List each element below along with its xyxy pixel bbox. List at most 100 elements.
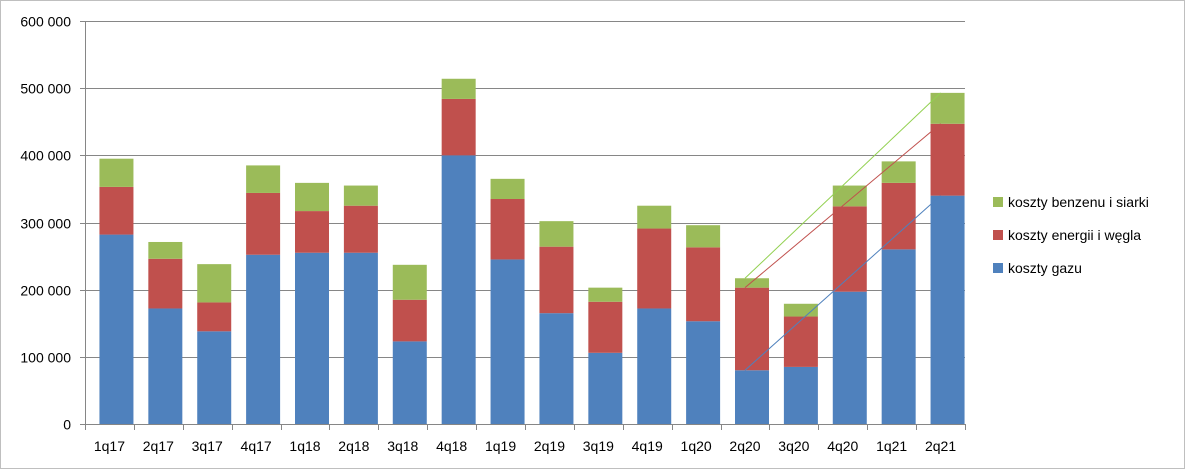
x-tick-label: 2q19 — [534, 438, 565, 454]
trend-lines — [744, 92, 941, 371]
x-tick-label: 1q18 — [289, 438, 320, 454]
bar-stack-2q21 — [930, 92, 965, 424]
legend-item-koszty-benzenu-i-siarki: koszty benzenu i siarki — [993, 194, 1149, 210]
bar-koszty-energii-i-wegla-1q17 — [99, 186, 134, 235]
bar-stack-1q20 — [686, 225, 721, 424]
x-tick-label: 1q19 — [485, 438, 516, 454]
bar-koszty-energii-i-wegla-2q18 — [343, 205, 378, 253]
y-tick-label: 600 000 — [20, 14, 71, 30]
legend-label: koszty benzenu i siarki — [1008, 194, 1149, 210]
bar-koszty-benzenu-i-siarki-4q17 — [246, 165, 281, 193]
bar-koszty-energii-i-wegla-4q20 — [832, 206, 867, 292]
bar-koszty-benzenu-i-siarki-1q17 — [99, 158, 134, 187]
bar-koszty-benzenu-i-siarki-2q21 — [930, 92, 965, 124]
bar-koszty-benzenu-i-siarki-1q21 — [881, 161, 916, 183]
bar-koszty-gazu-3q18 — [392, 341, 427, 424]
bar-koszty-energii-i-wegla-4q17 — [246, 192, 281, 255]
bar-koszty-gazu-2q18 — [343, 252, 378, 424]
bar-koszty-energii-i-wegla-1q18 — [295, 211, 329, 253]
trend-line-koszty-energii-i-wegla — [744, 123, 941, 289]
x-tick-label: 1q20 — [681, 438, 712, 454]
legend-swatch — [993, 197, 1003, 207]
legend-label: koszty energii i węgla — [1008, 227, 1141, 243]
bar-stack-1q19 — [490, 178, 525, 424]
bar-stack-2q20 — [735, 278, 769, 424]
x-tick-label: 4q19 — [632, 438, 663, 454]
bar-koszty-benzenu-i-siarki-1q20 — [686, 225, 721, 248]
bar-stack-4q20 — [832, 185, 867, 424]
bar-koszty-benzenu-i-siarki-4q19 — [637, 205, 672, 229]
legend-swatch — [993, 263, 1003, 273]
bar-koszty-benzenu-i-siarki-3q18 — [392, 264, 427, 300]
bar-koszty-gazu-1q18 — [295, 252, 329, 424]
y-tick-label: 100 000 — [20, 350, 71, 366]
bar-stack-1q21 — [881, 161, 916, 424]
bar-stack-1q17 — [99, 158, 134, 424]
x-tick-label: 3q17 — [192, 438, 223, 454]
bar-koszty-gazu-4q20 — [832, 291, 867, 424]
bar-koszty-energii-i-wegla-1q19 — [490, 198, 525, 260]
bar-koszty-benzenu-i-siarki-1q19 — [490, 178, 525, 199]
y-tick-label: 300 000 — [20, 216, 71, 232]
bar-stack-3q18 — [392, 264, 427, 424]
bar-koszty-energii-i-wegla-2q17 — [148, 258, 183, 309]
bar-koszty-energii-i-wegla-1q20 — [686, 247, 721, 322]
bar-koszty-gazu-3q17 — [197, 331, 232, 424]
bar-koszty-gazu-2q19 — [539, 313, 574, 424]
bar-stack-2q18 — [343, 185, 378, 424]
bar-koszty-energii-i-wegla-4q18 — [441, 98, 476, 156]
x-tick-label: 4q18 — [436, 438, 467, 454]
trend-line-koszty-benzenu-i-siarki — [744, 92, 941, 279]
bar-koszty-benzenu-i-siarki-2q20 — [735, 278, 769, 288]
y-tick-label: 0 — [63, 417, 71, 433]
bar-koszty-gazu-3q19 — [588, 352, 623, 424]
legend-swatch — [993, 230, 1003, 240]
x-tick-label: 3q19 — [583, 438, 614, 454]
bar-koszty-gazu-1q20 — [686, 321, 721, 424]
bar-koszty-energii-i-wegla-2q21 — [930, 123, 965, 196]
bar-koszty-gazu-3q20 — [783, 366, 818, 424]
bar-koszty-gazu-2q20 — [735, 370, 769, 424]
x-tick-label: 2q17 — [143, 438, 174, 454]
bar-koszty-benzenu-i-siarki-2q18 — [343, 185, 378, 206]
bar-koszty-gazu-4q19 — [637, 308, 672, 424]
bar-koszty-benzenu-i-siarki-1q18 — [295, 182, 329, 212]
bar-koszty-gazu-1q21 — [881, 249, 916, 424]
bar-stack-4q18 — [441, 78, 476, 425]
bar-stack-3q20 — [783, 303, 818, 424]
bar-koszty-gazu-1q17 — [99, 234, 134, 424]
bar-stack-2q17 — [148, 241, 183, 424]
bar-koszty-benzenu-i-siarki-2q17 — [148, 241, 183, 259]
trend-line-koszty-gazu — [744, 195, 941, 371]
bar-koszty-energii-i-wegla-3q17 — [197, 302, 232, 332]
bar-koszty-energii-i-wegla-3q20 — [783, 316, 818, 367]
bar-stack-1q18 — [295, 182, 329, 424]
legend: koszty benzenu i siarki koszty energii i … — [993, 194, 1149, 276]
bar-koszty-benzenu-i-siarki-4q20 — [832, 185, 867, 207]
bar-koszty-gazu-4q17 — [246, 254, 281, 424]
bar-koszty-benzenu-i-siarki-2q19 — [539, 221, 574, 247]
bar-koszty-gazu-4q18 — [441, 155, 476, 425]
bar-stack-4q17 — [246, 165, 281, 424]
legend-label: koszty gazu — [1008, 260, 1082, 276]
axes: 0 100 000 200 000 300 000 400 000 500 000 600 … — [20, 14, 966, 454]
bar-stack-4q19 — [637, 205, 672, 424]
x-tick-label: 4q20 — [827, 438, 858, 454]
bar-koszty-energii-i-wegla-2q20 — [735, 287, 769, 371]
bar-koszty-energii-i-wegla-1q21 — [881, 182, 916, 250]
y-tick-label: 500 000 — [20, 81, 71, 97]
y-tick-label: 200 000 — [20, 283, 71, 299]
x-tick-label: 3q18 — [387, 438, 418, 454]
x-tick-label: 1q21 — [876, 438, 907, 454]
bar-koszty-energii-i-wegla-2q19 — [539, 246, 574, 314]
bar-koszty-gazu-2q17 — [148, 308, 183, 424]
bar-koszty-gazu-2q21 — [930, 195, 965, 424]
bar-stack-3q19 — [588, 287, 623, 424]
bar-stack-2q19 — [539, 221, 574, 424]
y-tick-label: 400 000 — [20, 148, 71, 164]
bar-koszty-energii-i-wegla-3q18 — [392, 299, 427, 342]
bar-koszty-benzenu-i-siarki-3q19 — [588, 287, 623, 302]
x-tick-label: 4q17 — [241, 438, 272, 454]
